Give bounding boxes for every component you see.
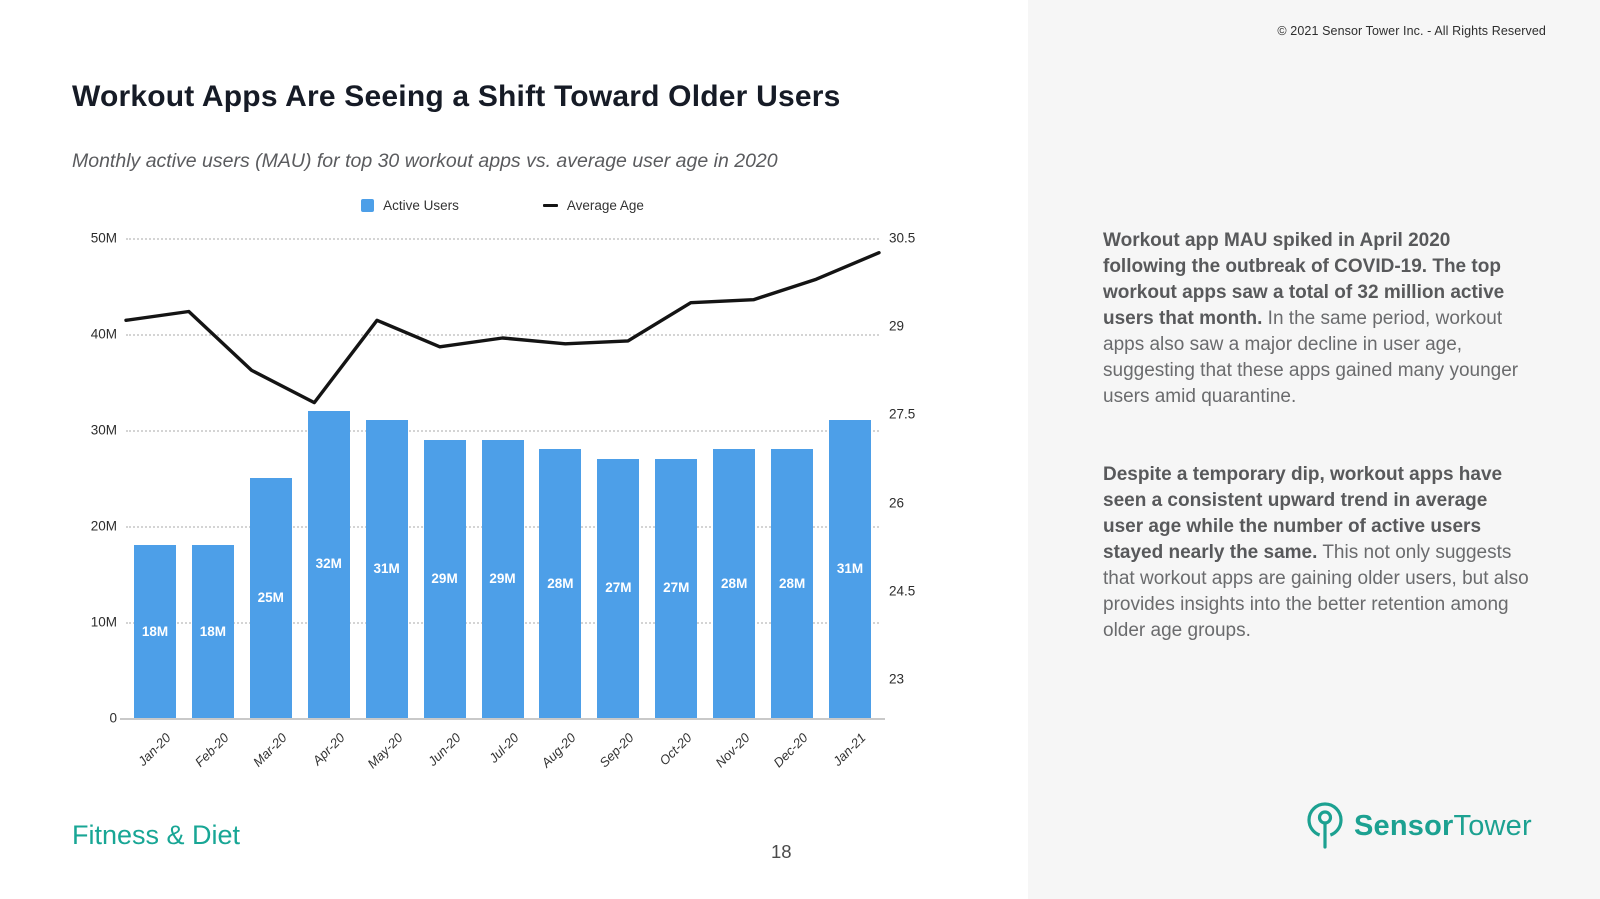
paragraph-regular-text: This not only suggests that workout apps… [1103, 542, 1529, 641]
bar-value-label: 28M [721, 575, 748, 591]
x-axis-label-Feb-20: Feb-20 [191, 730, 232, 770]
bar-Nov-20: 28M [713, 449, 756, 718]
sensor-tower-logo: SensorTower [1305, 801, 1532, 851]
x-axis-label-Dec-20: Dec-20 [770, 730, 811, 771]
right-axis-tick-label: 23 [889, 671, 905, 687]
x-axis-label-Jan-20: Jan-20 [134, 730, 174, 769]
legend-label: Average Age [566, 198, 644, 213]
page-title: Workout Apps Are Seeing a Shift Toward O… [72, 80, 841, 113]
x-axis-label-Mar-20: Mar-20 [249, 730, 290, 770]
bar-value-label: 31M [373, 561, 400, 577]
left-axis-tick-label: 10M [90, 614, 117, 630]
sensor-tower-tower-icon [1307, 802, 1343, 849]
bar-Mar-20: 25M [249, 478, 292, 718]
x-axis-label-Jul-20: Jul-20 [485, 730, 522, 766]
bar-Jun-20: 29M [423, 439, 466, 718]
legend-item-average-age: Average Age [542, 198, 644, 213]
left-axis-tick-label: 30M [90, 422, 117, 438]
right-axis-tick-label: 24.5 [889, 583, 916, 599]
logo-word-tower: Tower [1453, 809, 1532, 842]
paragraph: Despite a temporary dip, workout apps ha… [1103, 462, 1531, 644]
x-axis-label-Sep-20: Sep-20 [596, 730, 637, 771]
bar-value-label: 25M [257, 590, 284, 605]
chart-plot-area: 50M 40M 30M 20M 10M 0 30.5 29 27.5 26 24.5 23 18M 18M… [91, 231, 916, 772]
gridline [126, 238, 879, 240]
right-axis-tick-label: 27.5 [889, 406, 916, 422]
right-axis-tick-label: 26 [889, 495, 905, 511]
x-axis-label-Oct-20: Oct-20 [656, 730, 695, 769]
bar-value-label: 32M [315, 556, 342, 572]
x-axis-line [120, 718, 885, 720]
x-axis-label-Nov-20: Nov-20 [712, 730, 753, 771]
bar-series-swatch-icon [361, 199, 375, 212]
bar-May-20: 31M [365, 420, 408, 718]
x-axis-label-Apr-20: Apr-20 [309, 730, 348, 769]
bar-value-label: 29M [431, 570, 458, 586]
bar-value-label: 29M [489, 570, 516, 586]
bar-Aug-20: 28M [539, 449, 582, 718]
right-axis-tick-label: 30.5 [889, 230, 916, 246]
commentary-text: Workout app MAU spiked in April 2020 fol… [1103, 228, 1531, 696]
bar-value-label: 27M [605, 580, 632, 596]
gridline [126, 334, 879, 336]
x-axis-label-Jan-21: Jan-21 [829, 730, 869, 769]
paragraph-bold-text: Despite a temporary dip, workout apps ha… [1103, 464, 1503, 563]
right-axis-tick-label: 29 [889, 318, 905, 334]
logo-word-sensor: Sensor [1354, 809, 1454, 842]
bar-Dec-20: 28M [771, 449, 814, 718]
bar-Jan-20: 18M [133, 545, 176, 718]
line-series-dash-icon [542, 203, 558, 208]
bar-Sep-20: 27M [597, 458, 640, 718]
left-axis-tick-label: 50M [90, 230, 117, 246]
left-axis-tick-label: 0 [109, 710, 117, 726]
paragraph: Workout app MAU spiked in April 2020 fol… [1103, 228, 1531, 410]
bar-value-label: 18M [199, 623, 226, 639]
bar-Jul-20: 29M [481, 439, 524, 718]
x-axis-label-Aug-20: Aug-20 [538, 730, 580, 771]
sensor-tower-wordmark: SensorTower [1354, 810, 1532, 843]
left-axis-tick-label: 20M [90, 518, 117, 534]
bar-value-label: 28M [547, 575, 574, 591]
average-age-line-series [124, 250, 881, 405]
legend-item-active-users: Active Users [361, 198, 459, 213]
commentary-panel: Workout app MAU spiked in April 2020 fol… [1028, 0, 1600, 899]
x-axis-label-May-20: May-20 [363, 730, 406, 772]
page-number: 18 [771, 841, 792, 862]
x-axis-label-Jun-20: Jun-20 [424, 730, 464, 769]
bar-value-label: 18M [141, 623, 169, 639]
bar-value-label: 31M [836, 561, 864, 577]
paragraph-bold-text: Workout app MAU spiked in April 2020 fol… [1103, 230, 1505, 329]
copyright-notice: © 2021 Sensor Tower Inc. - All Rights Re… [1277, 24, 1546, 38]
footer-category-label: Fitness & Diet [72, 820, 241, 850]
left-axis-tick-label: 40M [90, 326, 117, 342]
bar-value-label: 28M [778, 575, 806, 591]
chart-legend: Active Users Average Age [126, 198, 879, 213]
gridline [126, 430, 879, 432]
paragraph-regular-text: In the same period, workout apps also sa… [1103, 308, 1519, 407]
bar-Feb-20: 18M [191, 545, 234, 718]
chart-subtitle: Monthly active users (MAU) for top 30 wo… [72, 150, 778, 172]
bar-Oct-20: 27M [655, 458, 698, 718]
bar-Jan-21: 31M [829, 420, 872, 718]
bar-Apr-20: 32M [307, 410, 350, 718]
legend-label: Active Users [383, 198, 459, 213]
bar-value-label: 27M [663, 580, 690, 596]
